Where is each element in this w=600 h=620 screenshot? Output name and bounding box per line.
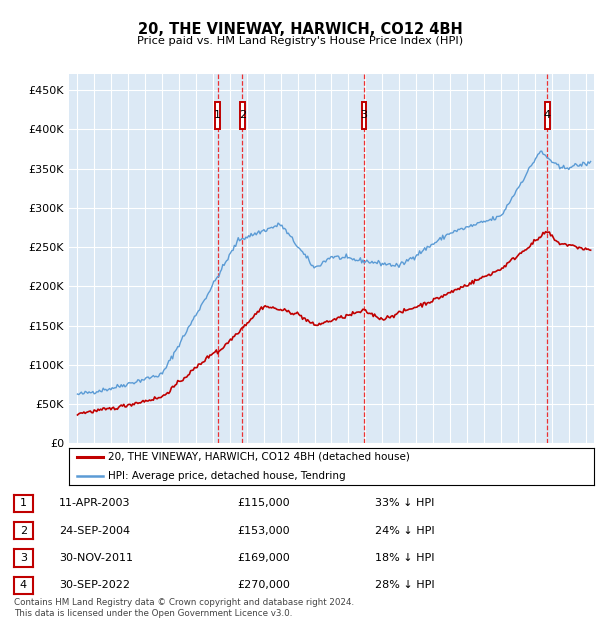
- Text: 2: 2: [239, 110, 246, 120]
- Text: 1: 1: [214, 110, 221, 120]
- Text: 1: 1: [20, 498, 27, 508]
- Text: £153,000: £153,000: [237, 526, 290, 536]
- Text: 18% ↓ HPI: 18% ↓ HPI: [375, 553, 434, 563]
- Text: £270,000: £270,000: [237, 580, 290, 590]
- Text: 30-NOV-2011: 30-NOV-2011: [59, 553, 133, 563]
- FancyBboxPatch shape: [545, 102, 550, 128]
- Text: 2: 2: [20, 526, 27, 536]
- Text: £169,000: £169,000: [237, 553, 290, 563]
- Text: 20, THE VINEWAY, HARWICH, CO12 4BH: 20, THE VINEWAY, HARWICH, CO12 4BH: [137, 22, 463, 37]
- Text: 11-APR-2003: 11-APR-2003: [59, 498, 130, 508]
- Text: 4: 4: [20, 580, 27, 590]
- FancyBboxPatch shape: [362, 102, 367, 128]
- Text: Price paid vs. HM Land Registry's House Price Index (HPI): Price paid vs. HM Land Registry's House …: [137, 36, 463, 46]
- Text: 30-SEP-2022: 30-SEP-2022: [59, 580, 130, 590]
- Text: 3: 3: [361, 110, 368, 120]
- Text: 28% ↓ HPI: 28% ↓ HPI: [375, 580, 434, 590]
- Text: 33% ↓ HPI: 33% ↓ HPI: [375, 498, 434, 508]
- Text: 3: 3: [20, 553, 27, 563]
- Text: 20, THE VINEWAY, HARWICH, CO12 4BH (detached house): 20, THE VINEWAY, HARWICH, CO12 4BH (deta…: [109, 452, 410, 462]
- Text: 24-SEP-2004: 24-SEP-2004: [59, 526, 130, 536]
- Text: 24% ↓ HPI: 24% ↓ HPI: [375, 526, 434, 536]
- Text: Contains HM Land Registry data © Crown copyright and database right 2024.
This d: Contains HM Land Registry data © Crown c…: [14, 598, 354, 618]
- Text: £115,000: £115,000: [237, 498, 290, 508]
- Text: 4: 4: [544, 110, 551, 120]
- FancyBboxPatch shape: [240, 102, 245, 128]
- FancyBboxPatch shape: [215, 102, 220, 128]
- Text: HPI: Average price, detached house, Tendring: HPI: Average price, detached house, Tend…: [109, 471, 346, 480]
